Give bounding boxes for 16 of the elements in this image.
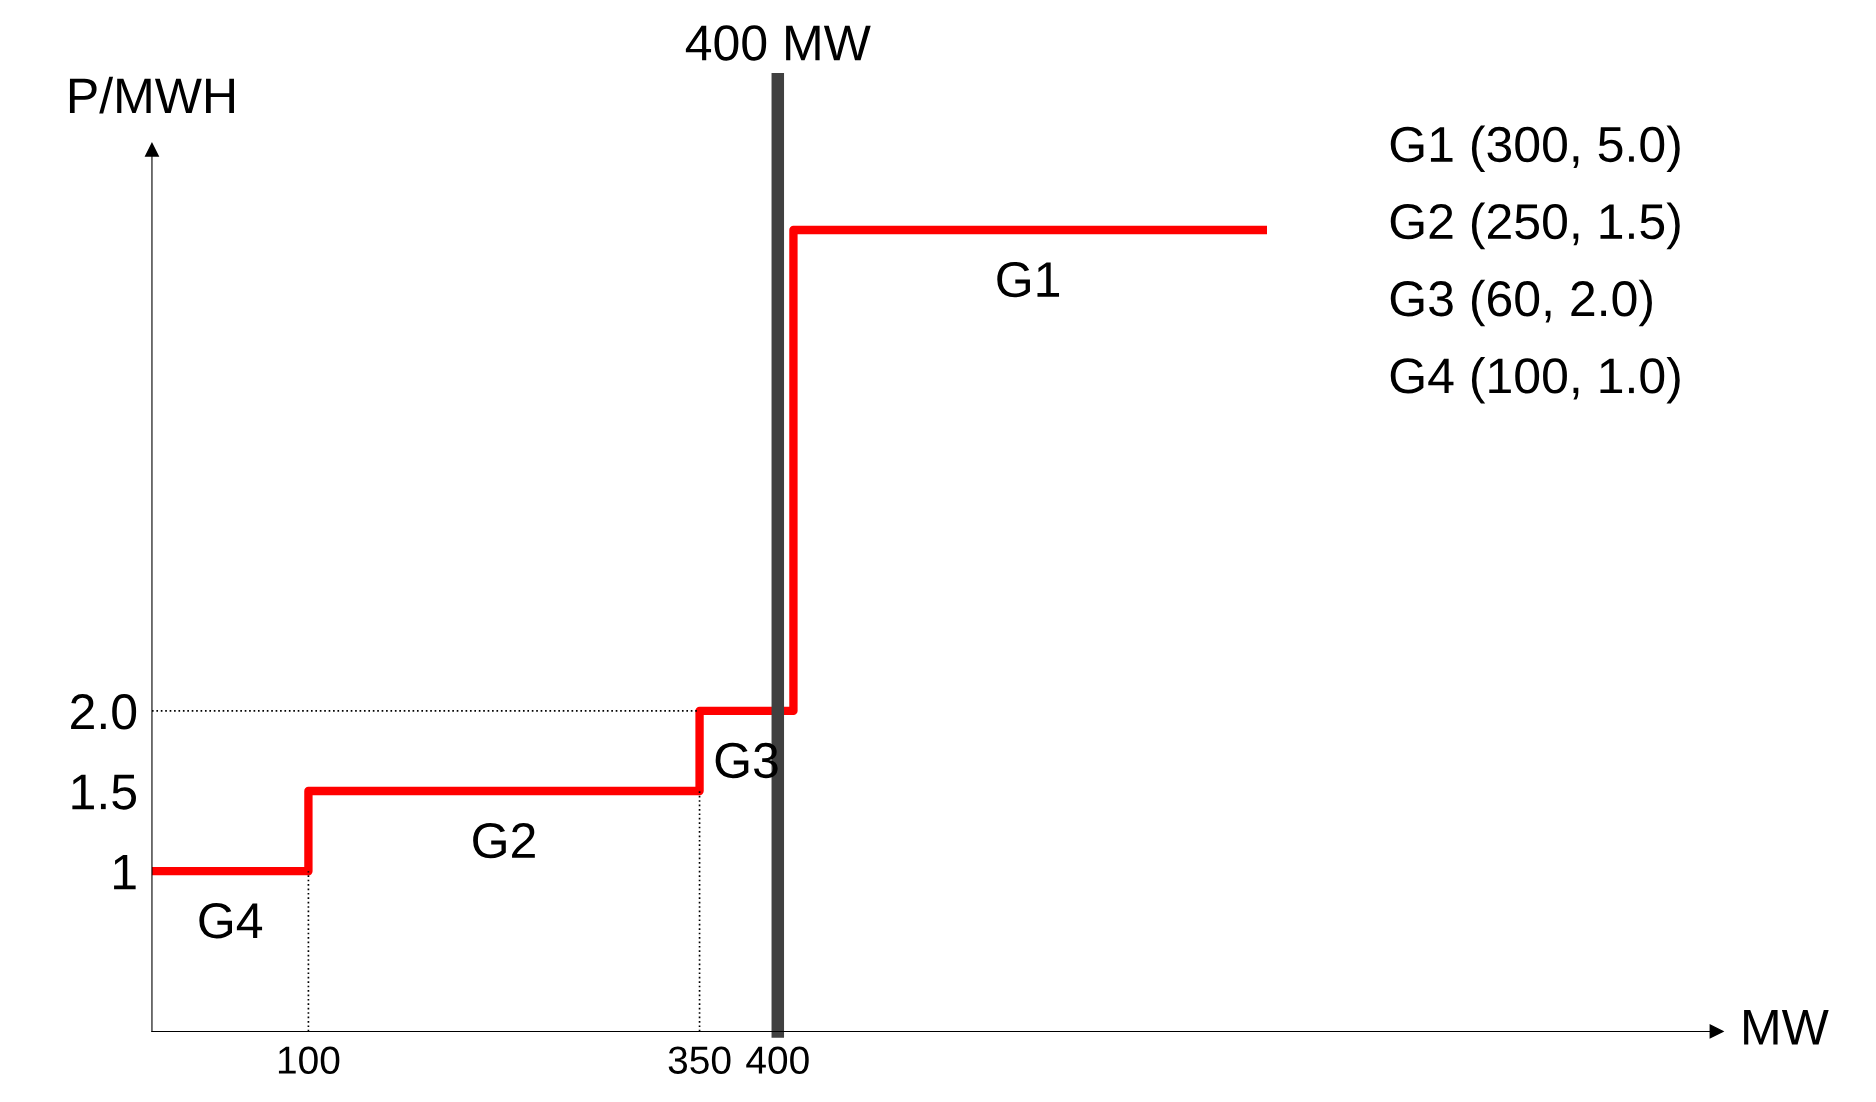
annotation: G3 (60, 2.0): [1390, 279, 1652, 327]
annotation: G2: [473, 822, 535, 859]
y-axis-title: P/MWH: [69, 76, 234, 114]
x-tick-label: 100: [278, 1046, 340, 1074]
y-tick-label: 1: [114, 854, 136, 890]
annotation: G4: [199, 903, 263, 939]
annotation: G1 (300, 5.0): [1390, 125, 1680, 173]
annotation: G1: [997, 261, 1060, 298]
ref-line-label: 400 MW: [685, 25, 871, 61]
annotation: G4 (100, 1.0): [1390, 356, 1680, 404]
annotation: G2 (250, 1.5): [1390, 202, 1680, 250]
y-tick-label: 1.5: [72, 774, 136, 810]
x-tick-label: 400: [746, 1046, 809, 1074]
x-axis-title: MW: [1744, 1010, 1829, 1045]
y-tick-label: 2.0: [71, 694, 137, 730]
x-tick-label: 350: [668, 1046, 731, 1074]
